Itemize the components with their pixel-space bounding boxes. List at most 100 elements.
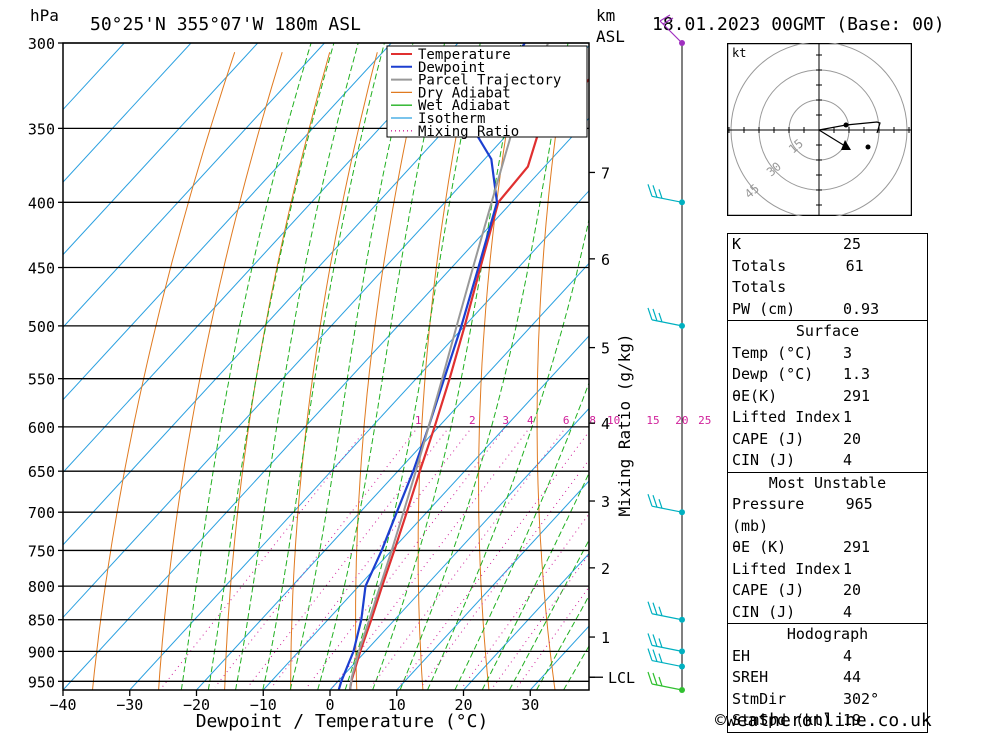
temperature-tick-label: −10 xyxy=(250,696,277,714)
most-unstable-row: Pressure (mb) 965 xyxy=(728,494,927,537)
dry-adiabat-line xyxy=(649,52,688,690)
isotherm-line xyxy=(63,117,589,690)
wind-barb xyxy=(647,601,683,621)
hodograph-stat-label: SREH xyxy=(732,668,769,686)
dry-adiabat-line xyxy=(158,52,283,690)
isotherm-line xyxy=(63,43,526,546)
index-pw: PW (cm) 0.93 xyxy=(732,299,880,318)
temperature-tick-label: −20 xyxy=(183,696,210,714)
indices-table: K 25 Totals Totals 61 PW (cm) 0.93 Surface … xyxy=(727,233,928,733)
hodograph-stat-row: EH 4 xyxy=(728,646,927,668)
surface-value: 1.3 xyxy=(843,365,871,383)
km-tick-label: 4 xyxy=(601,415,610,433)
mixing-ratio-line xyxy=(462,513,589,688)
hodograph-section: Hodograph EH 4 SREH 44 StmDir 302° StmSpd (kt)… xyxy=(728,623,927,732)
wet-adiabat-line xyxy=(481,472,589,690)
pressure-tick-label: 700 xyxy=(28,504,55,522)
isotherm-line xyxy=(63,43,125,111)
isotherm-line xyxy=(63,43,459,474)
pressure-tick-label: 550 xyxy=(28,371,55,389)
hodograph-stat-label: StmDir xyxy=(732,689,787,708)
mixing-ratio-label: 3 xyxy=(502,414,509,427)
most-unstable-label: Lifted Index xyxy=(732,559,841,578)
surface-value: 20 xyxy=(843,429,862,448)
pressure-tick-label: 650 xyxy=(28,463,55,481)
location-title: 50°25'N 355°07'W 180m ASL xyxy=(90,14,361,35)
most-unstable-value: 20 xyxy=(843,581,862,599)
hpa-unit: hPa xyxy=(30,6,59,25)
hodograph-stat-value: 302° xyxy=(843,689,880,708)
surface-label: θE(K) xyxy=(732,386,778,405)
wet-adiabat-line xyxy=(372,43,522,690)
datetime-title: 18.01.2023 00GMT (Base: 00) xyxy=(652,14,945,35)
dry-adiabat-line xyxy=(92,52,236,690)
legend-label: Dewpoint xyxy=(418,60,485,76)
wet-adiabat-line xyxy=(454,381,589,690)
hodograph-stat-row: StmDir 302° xyxy=(728,689,927,711)
surface-value: 1 xyxy=(843,408,853,426)
surface-row: Dewp (°C) 1.3 xyxy=(728,364,927,386)
hodograph-trace xyxy=(818,121,881,134)
isotherm-line xyxy=(463,552,589,690)
surface-title: Surface xyxy=(795,322,860,340)
most-unstable-label: CIN (J) xyxy=(732,602,796,621)
storm-motion-vector xyxy=(818,129,846,147)
parcel-trajectory-line xyxy=(349,43,550,690)
wet-adiabat-line xyxy=(180,43,312,690)
dry-adiabat-line xyxy=(995,52,1000,690)
mixing-ratio-line xyxy=(214,426,419,688)
most-unstable-label: θE (K) xyxy=(732,538,787,556)
most-unstable-label: Pressure (mb) xyxy=(732,495,805,535)
legend-label: Temperature xyxy=(418,47,511,63)
isotherm-line xyxy=(63,43,192,183)
hodograph-title: Hodograph xyxy=(786,625,869,643)
wet-adiabat-line xyxy=(427,217,589,690)
hodograph-stat-value: 19 xyxy=(843,711,862,729)
surface-label: Lifted Index xyxy=(732,408,841,426)
surface-row: θE(K) 291 xyxy=(728,386,927,408)
plot-frame xyxy=(62,42,590,691)
km-tick-label: 7 xyxy=(601,164,610,182)
isotherm-line xyxy=(129,190,589,690)
mixing-ratio-label: 2 xyxy=(469,414,476,427)
legend-label: Parcel Trajectory xyxy=(418,73,561,89)
surface-label: CAPE (J) xyxy=(732,429,805,448)
index-totals: Totals Totals 61 xyxy=(732,256,864,297)
most-unstable-row: Lifted Index 1 xyxy=(728,559,927,581)
dewpoint-line xyxy=(337,43,526,690)
pressure-tick-label: 900 xyxy=(28,643,55,661)
km-tick-label: LCL xyxy=(608,669,635,687)
dry-adiabat-line xyxy=(224,52,331,690)
mixing-ratio-label: 10 xyxy=(607,414,620,427)
km-tick-label: 6 xyxy=(601,251,610,269)
pressure-tick-label: 500 xyxy=(28,318,55,336)
surface-row: Lifted Index 1 xyxy=(728,407,927,429)
most-unstable-section: Most Unstable Pressure (mb) 965 θE (K) 291 L… xyxy=(728,471,927,624)
hodograph-stat-value: 4 xyxy=(843,646,853,665)
most-unstable-row: θE (K) 291 xyxy=(728,537,927,559)
wet-adiabat-line xyxy=(536,594,589,690)
surface-section: Surface Temp (°C) 3 Dewp (°C) 1.3 θE(K) 291 Li… xyxy=(728,320,927,472)
legend-label: Wet Adiabat xyxy=(418,98,511,114)
most-unstable-value: 1 xyxy=(843,559,853,578)
sounding-profiles xyxy=(337,43,589,690)
mixing-ratio-line xyxy=(332,426,531,688)
wet-adiabat-line xyxy=(262,43,385,690)
km-tick-label: 2 xyxy=(601,560,610,578)
isotherm-line xyxy=(63,44,589,619)
isotherm-line xyxy=(196,262,589,690)
mixing-ratio-line xyxy=(370,426,567,688)
hodograph-stat-label: EH xyxy=(732,646,751,665)
surface-label: Temp (°C) xyxy=(732,343,814,362)
temperature-tick-label: 30 xyxy=(521,696,539,714)
surface-row: CAPE (J) 20 xyxy=(728,429,927,451)
hodograph-stat-label: StmSpd (kt) xyxy=(732,711,832,729)
dry-adiabat-line xyxy=(478,52,521,690)
surface-label: CIN (J) xyxy=(732,451,796,469)
dry-adiabat-line xyxy=(355,52,426,690)
legend-label: Dry Adiabat xyxy=(418,85,511,101)
hodograph: kt 15 30 45 xyxy=(727,43,912,216)
hodograph-stat-value: 44 xyxy=(843,668,862,686)
